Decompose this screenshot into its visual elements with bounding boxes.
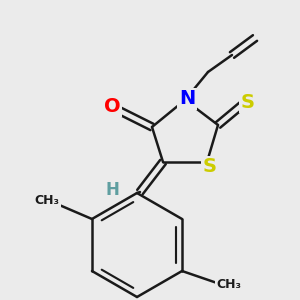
Text: CH₃: CH₃	[34, 194, 59, 208]
Text: S: S	[241, 92, 255, 112]
Text: H: H	[105, 181, 119, 199]
Text: N: N	[179, 89, 195, 109]
Text: S: S	[203, 158, 217, 176]
Text: O: O	[104, 97, 120, 116]
Text: CH₃: CH₃	[217, 278, 242, 292]
